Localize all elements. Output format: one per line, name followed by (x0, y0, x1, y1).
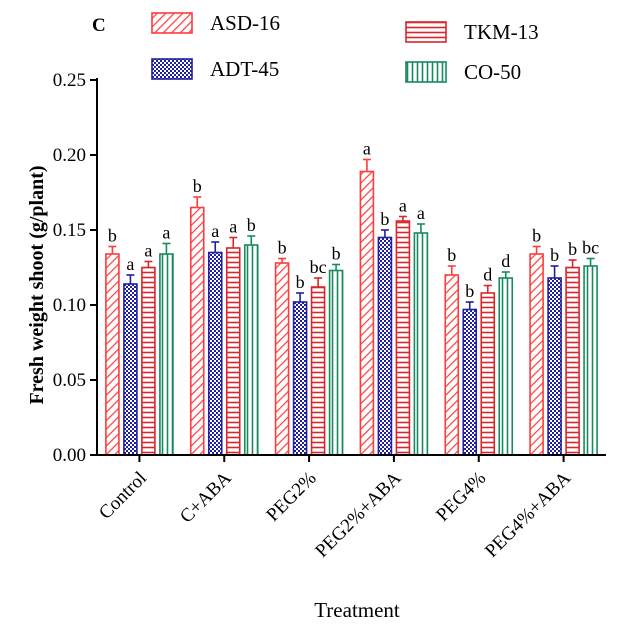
bar (547, 277, 562, 456)
bar (377, 236, 393, 456)
y-tick-label: 0.25 (53, 70, 86, 91)
y-axis-label: Fresh weight shoot (g/plant) (26, 165, 48, 404)
significance-letter: a (162, 223, 170, 243)
significance-letter: b (380, 209, 389, 229)
bar (105, 253, 120, 456)
y-tick-label: 0.10 (53, 295, 86, 316)
x-axis-label: Treatment (314, 598, 400, 622)
significance-letter: bc (582, 238, 599, 258)
legend: ASD-16 ADT-45 TKM-13 CO-50 (151, 11, 539, 84)
significance-letter: bc (310, 257, 327, 277)
significance-letter: a (399, 196, 407, 216)
y-tick-label: 0.05 (53, 370, 86, 391)
bar (413, 232, 429, 456)
legend-swatch (151, 12, 193, 34)
x-tick-label: PEG2%+ABA (311, 467, 405, 561)
significance-letter: b (278, 238, 287, 258)
significance-letter: b (465, 281, 474, 301)
significance-letter: b (332, 244, 341, 264)
x-tick-label: PEG2% (262, 468, 320, 526)
x-tick-label: Control (95, 468, 151, 524)
significance-letter: a (211, 221, 219, 241)
bar (462, 308, 478, 456)
bar (225, 247, 241, 456)
significance-letter: b (550, 245, 559, 265)
x-axis: Control C+ABA PEG2%PEG2%+ABA PEG4%PEG4%+ABA (95, 454, 606, 562)
bar (359, 170, 375, 456)
bar (123, 283, 138, 456)
significance-letter: a (126, 254, 134, 274)
significance-letter: b (296, 272, 305, 292)
bar (480, 292, 496, 456)
panel-label: C (92, 15, 106, 36)
bar (243, 244, 259, 456)
x-tick-label: C+ABA (176, 467, 236, 527)
significance-letter: a (363, 139, 371, 159)
significance-letter: b (247, 215, 256, 235)
legend-label: ADT-45 (210, 57, 279, 81)
y-tick-label: 0.20 (53, 145, 86, 166)
significance-letter: a (417, 203, 425, 223)
y-axis: 0.00 0.05 0.10 0.15 0.20 0.25 (53, 70, 98, 466)
bar (141, 266, 156, 456)
legend-label: ASD-16 (210, 11, 280, 35)
bar (159, 253, 174, 456)
y-tick-label: 0.00 (53, 445, 86, 466)
bar (310, 286, 326, 456)
significance-letter: d (501, 251, 510, 271)
bar (189, 206, 205, 456)
bar (207, 251, 223, 456)
legend-label: TKM-13 (464, 20, 539, 44)
legend-swatch (151, 58, 193, 80)
significance-letter: a (229, 217, 237, 237)
bar (565, 266, 580, 456)
bar (274, 262, 290, 456)
legend-label: CO-50 (464, 60, 521, 84)
significance-letter: b (447, 245, 456, 265)
bar (529, 253, 544, 456)
x-tick-label: PEG4% (432, 468, 490, 526)
bar (395, 220, 411, 456)
significance-letter: b (568, 239, 577, 259)
significance-letter: a (144, 241, 152, 261)
significance-letter: d (483, 265, 492, 285)
significance-letter: b (193, 176, 202, 196)
legend-swatch (405, 61, 447, 83)
significance-letter: b (108, 226, 117, 246)
y-tick-label: 0.15 (53, 220, 86, 241)
bar (328, 269, 344, 456)
significance-letter: b (532, 226, 541, 246)
legend-swatch (405, 21, 447, 43)
x-tick-label: PEG4%+ABA (481, 467, 575, 561)
bar (583, 265, 598, 456)
bar (292, 301, 308, 456)
bar (444, 274, 460, 456)
bar (498, 277, 514, 456)
